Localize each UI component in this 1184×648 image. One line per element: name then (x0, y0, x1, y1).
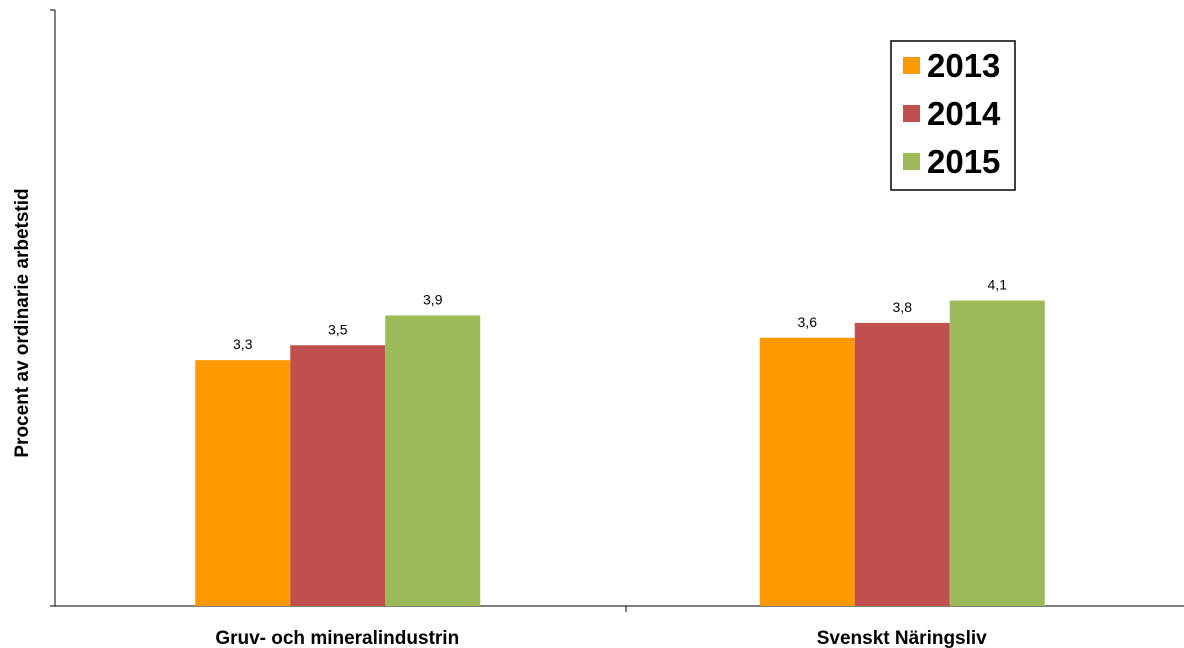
legend-swatch-2015 (903, 153, 920, 170)
category-label-1: Gruv- och mineralindustrin (215, 628, 459, 648)
data-label-2015-1: 3,9 (423, 291, 443, 307)
legend-label-2015: 2015 (927, 143, 1000, 180)
legend-items: 2013 2014 2015 (903, 47, 1001, 180)
bars-layer (195, 300, 1045, 606)
bar-2015-2 (949, 300, 1045, 606)
bar-2015-1 (385, 315, 481, 606)
category-label-2: Svenskt Näringsliv (817, 628, 987, 648)
category-labels-layer: Gruv- och mineralindustrin Svenskt Näring… (215, 628, 987, 648)
legend: 2013 2014 2015 (890, 40, 1016, 191)
legend-swatch-2013 (903, 57, 920, 74)
bar-2014-1 (290, 345, 386, 606)
y-axis-label: Procent av ordinarie arbetstid (12, 188, 33, 457)
data-label-2014-2: 3,8 (893, 299, 913, 315)
legend-label-2014: 2014 (927, 95, 1001, 132)
bar-2013-1 (195, 360, 291, 606)
legend-label-2013: 2013 (927, 47, 1000, 84)
bar-2013-2 (759, 337, 855, 606)
data-label-2013-1: 3,3 (233, 336, 253, 352)
legend-swatch-2014 (903, 105, 920, 122)
data-label-2015-2: 4,1 (988, 277, 1008, 293)
bar-2014-2 (854, 322, 950, 606)
data-label-2014-1: 3,5 (328, 321, 348, 337)
data-label-2013-2: 3,6 (798, 314, 818, 330)
data-labels-layer: 3,3 3,5 3,9 3,6 3,8 4,1 (233, 277, 1007, 353)
